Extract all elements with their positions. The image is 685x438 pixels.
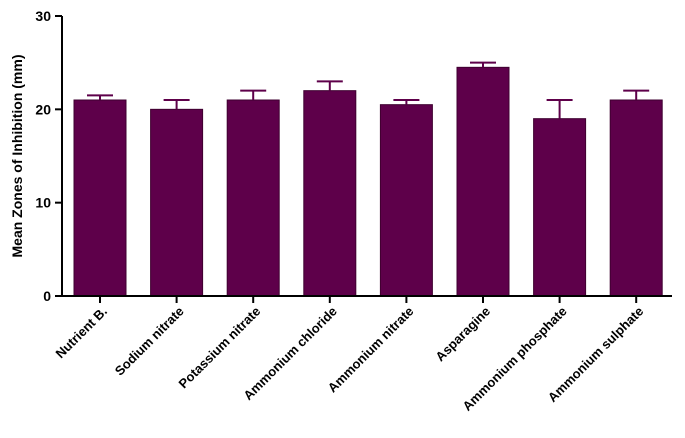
bar — [303, 90, 357, 297]
x-tick-label: Sodium nitrate — [112, 304, 187, 379]
y-ticks-group: 0 10 20 30 — [35, 8, 62, 304]
y-axis-label-group: Mean Zones of Inhibition (mm) — [9, 55, 25, 258]
y-tick-label: 10 — [35, 195, 51, 211]
bar — [533, 118, 587, 297]
y-tick-label: 0 — [43, 288, 51, 304]
y-axis-label: Mean Zones of Inhibition (mm) — [9, 55, 25, 258]
bar — [609, 99, 663, 297]
bar — [379, 104, 433, 297]
y-tick-label: 20 — [35, 101, 51, 117]
bars-group — [73, 66, 663, 297]
x-tick-label: Nutrient B. — [53, 304, 111, 362]
bar — [226, 99, 280, 297]
x-tick-label: Ammonium nitrate — [325, 304, 417, 396]
bar — [150, 108, 204, 297]
bar — [456, 66, 510, 297]
error-bars-group — [87, 61, 650, 119]
x-tick-label: Potassium nitrate — [176, 304, 264, 392]
bar — [73, 99, 127, 297]
y-tick-label: 30 — [35, 8, 51, 24]
x-tick-label: Asparagine — [432, 304, 493, 365]
